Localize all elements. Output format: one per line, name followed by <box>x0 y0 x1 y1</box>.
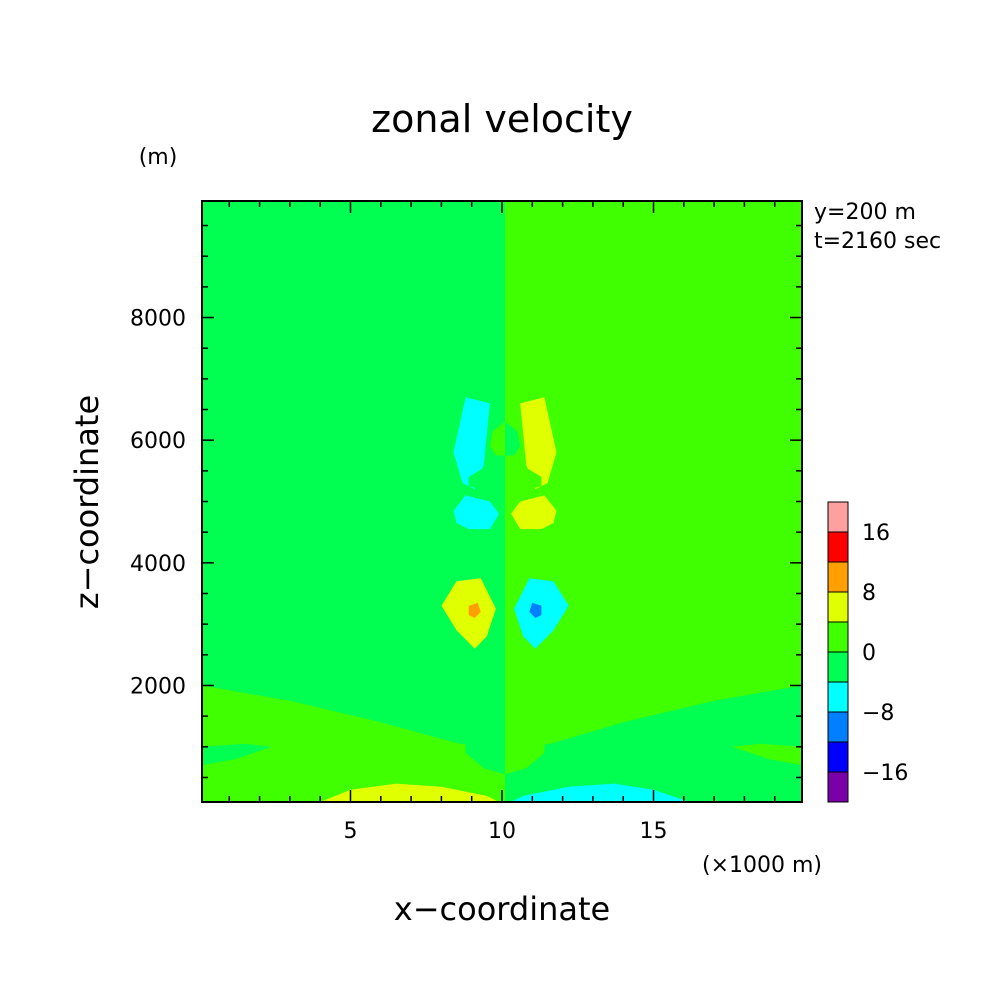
contour-region-13 <box>529 602 542 618</box>
contour-region-2 <box>202 685 505 802</box>
chart-title: zonal velocity <box>371 97 633 141</box>
contour-region-4 <box>202 743 272 766</box>
y-tick-label: 4000 <box>130 552 186 577</box>
x-tick-label: 10 <box>488 819 516 844</box>
colorbar-swatch <box>827 621 849 653</box>
contour-region-20 <box>489 421 505 456</box>
contour-region-8 <box>320 783 499 802</box>
y-axis-label: z−coordinate <box>68 395 106 609</box>
colorbar-swatch <box>827 771 849 803</box>
y-tick-label: 8000 <box>130 307 186 332</box>
y-tick-label: 6000 <box>130 429 186 454</box>
x-tick-label: 5 <box>343 819 357 844</box>
colorbar: −16 −8 0 8 16 <box>827 501 908 803</box>
colorbar-swatch <box>827 591 849 623</box>
colorbar-swatch <box>827 681 849 713</box>
contour-region-9 <box>511 783 690 802</box>
plot-area <box>202 201 802 802</box>
contour-region-5 <box>732 743 802 766</box>
x-axis-label: x−coordinate <box>394 890 610 928</box>
colorbar-swatch <box>827 531 849 563</box>
axes: 5 10 15 2000 4000 6000 8000 <box>130 200 803 844</box>
contour-region-7 <box>505 682 545 775</box>
colorbar-tick-label: 16 <box>862 521 890 546</box>
contour-region-18 <box>468 467 490 490</box>
y-units-label: (m) <box>139 145 178 170</box>
contour-region-10 <box>441 578 496 649</box>
contour-region-15 <box>511 495 557 530</box>
colorbar-swatch <box>827 711 849 743</box>
colorbar-swatch <box>827 651 849 683</box>
colorbar-tick-label: −8 <box>862 701 894 726</box>
colorbar-swatch <box>827 501 849 533</box>
contour-region-11 <box>468 602 481 618</box>
contour-region-16 <box>453 397 490 490</box>
contour-region-21 <box>505 421 521 456</box>
contour-region-3 <box>505 685 802 802</box>
colorbar-swatch <box>827 741 849 773</box>
colorbar-tick-label: 0 <box>862 641 876 666</box>
colorbar-tick-label: 8 <box>862 581 876 606</box>
contour-region-14 <box>453 495 499 530</box>
x-units-label: (×1000 m) <box>702 853 822 878</box>
contour-region-6 <box>465 682 505 775</box>
annotation-y: y=200 m <box>814 200 916 225</box>
annotation-t: t=2160 sec <box>814 229 941 254</box>
x-tick-label: 15 <box>640 819 668 844</box>
contour-region-17 <box>520 397 557 490</box>
contour-region-19 <box>520 467 542 490</box>
colorbar-tick-label: −16 <box>862 761 908 786</box>
y-tick-label: 2000 <box>130 674 186 699</box>
colorbar-swatch <box>827 561 849 593</box>
